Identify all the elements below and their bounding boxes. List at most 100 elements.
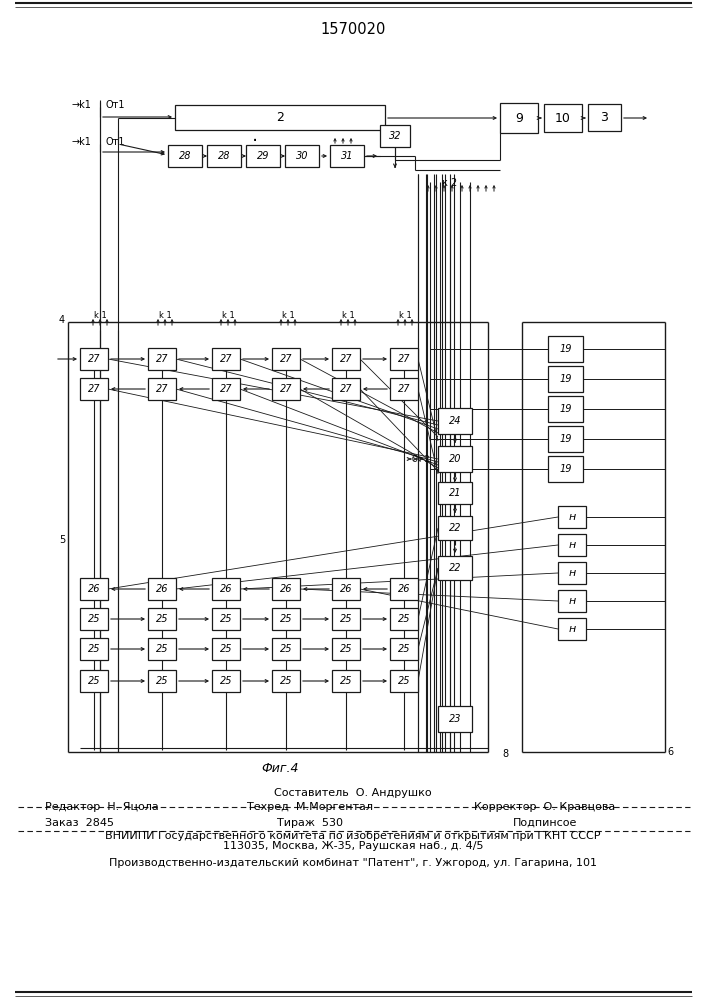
Text: 27: 27: [280, 384, 292, 394]
Text: 26: 26: [88, 584, 100, 594]
Text: 25: 25: [398, 644, 410, 654]
Bar: [80, 378, 108, 400]
Text: →k1: →k1: [72, 100, 92, 110]
Text: k 1: k 1: [341, 310, 354, 320]
Text: 23: 23: [449, 714, 461, 724]
Bar: [548, 456, 583, 482]
Bar: [148, 578, 176, 600]
Bar: [212, 378, 240, 400]
Bar: [212, 638, 240, 660]
Bar: [332, 638, 360, 660]
Text: Техред  М.Моргентал: Техред М.Моргентал: [247, 802, 373, 812]
Bar: [332, 608, 360, 630]
Bar: [588, 104, 621, 131]
Text: 25: 25: [280, 614, 292, 624]
Text: 27: 27: [398, 354, 410, 364]
Text: Подпинсое: Подпинсое: [513, 818, 577, 828]
Bar: [272, 578, 300, 600]
Text: 25: 25: [88, 644, 100, 654]
Text: 2: 2: [276, 111, 284, 124]
Text: k 1: k 1: [93, 310, 106, 320]
Bar: [438, 446, 472, 472]
Text: →k1: →k1: [72, 137, 92, 147]
Bar: [148, 348, 176, 370]
Text: н: н: [568, 540, 575, 550]
Text: k 1: k 1: [399, 310, 411, 320]
Bar: [148, 608, 176, 630]
Text: Редактор  Н. Яцола: Редактор Н. Яцола: [45, 802, 159, 812]
Text: От1: От1: [106, 100, 126, 110]
Bar: [272, 608, 300, 630]
Bar: [438, 706, 472, 732]
Text: н: н: [568, 596, 575, 606]
Bar: [332, 378, 360, 400]
Bar: [80, 670, 108, 692]
Text: 27: 27: [340, 354, 352, 364]
Bar: [548, 396, 583, 422]
Bar: [438, 408, 472, 434]
Text: 31: 31: [341, 151, 354, 161]
Bar: [212, 608, 240, 630]
Bar: [212, 578, 240, 600]
Text: 26: 26: [220, 584, 233, 594]
Text: От 2: От 2: [412, 454, 430, 464]
Text: k 1: k 1: [221, 310, 235, 320]
Text: н: н: [568, 568, 575, 578]
Text: 27: 27: [280, 354, 292, 364]
Text: 4: 4: [59, 315, 65, 325]
Text: 5: 5: [59, 535, 65, 545]
Text: k 1: k 1: [281, 310, 294, 320]
Text: 27: 27: [220, 354, 233, 364]
Bar: [548, 366, 583, 392]
Bar: [212, 348, 240, 370]
Text: 27: 27: [220, 384, 233, 394]
Text: 3: 3: [600, 111, 609, 124]
Text: 32: 32: [389, 131, 402, 141]
Text: 25: 25: [156, 676, 168, 686]
Bar: [285, 145, 319, 167]
Bar: [272, 378, 300, 400]
Text: 27: 27: [398, 384, 410, 394]
Bar: [332, 670, 360, 692]
Bar: [558, 506, 586, 528]
Text: 28: 28: [218, 151, 230, 161]
Text: Заказ  2845: Заказ 2845: [45, 818, 114, 828]
Bar: [544, 104, 582, 132]
Text: 26: 26: [340, 584, 352, 594]
Text: 19: 19: [559, 464, 572, 474]
Bar: [438, 556, 472, 580]
Bar: [390, 638, 418, 660]
Bar: [272, 638, 300, 660]
Bar: [332, 348, 360, 370]
Text: 25: 25: [220, 644, 233, 654]
Text: 26: 26: [398, 584, 410, 594]
Text: 22: 22: [449, 523, 461, 533]
Text: н: н: [568, 512, 575, 522]
Bar: [272, 348, 300, 370]
Text: 25: 25: [280, 644, 292, 654]
Bar: [80, 608, 108, 630]
Text: 24: 24: [449, 416, 461, 426]
Bar: [168, 145, 202, 167]
Text: 9: 9: [515, 111, 523, 124]
Text: 28: 28: [179, 151, 192, 161]
Text: 27: 27: [88, 354, 100, 364]
Text: 25: 25: [156, 614, 168, 624]
Text: 25: 25: [340, 676, 352, 686]
Text: 8: 8: [502, 749, 508, 759]
Text: 29: 29: [257, 151, 269, 161]
Text: 1570020: 1570020: [320, 22, 386, 37]
Bar: [80, 638, 108, 660]
Text: 22: 22: [449, 563, 461, 573]
Text: 113035, Москва, Ж-35, Раушская наб., д. 4/5: 113035, Москва, Ж-35, Раушская наб., д. …: [223, 841, 484, 851]
Text: 30: 30: [296, 151, 308, 161]
Bar: [438, 516, 472, 540]
Bar: [80, 348, 108, 370]
Bar: [558, 562, 586, 584]
Bar: [80, 578, 108, 600]
Text: 10: 10: [555, 111, 571, 124]
Text: 26: 26: [156, 584, 168, 594]
Text: 6: 6: [667, 747, 673, 757]
Bar: [438, 482, 472, 504]
Text: 21: 21: [449, 488, 461, 498]
